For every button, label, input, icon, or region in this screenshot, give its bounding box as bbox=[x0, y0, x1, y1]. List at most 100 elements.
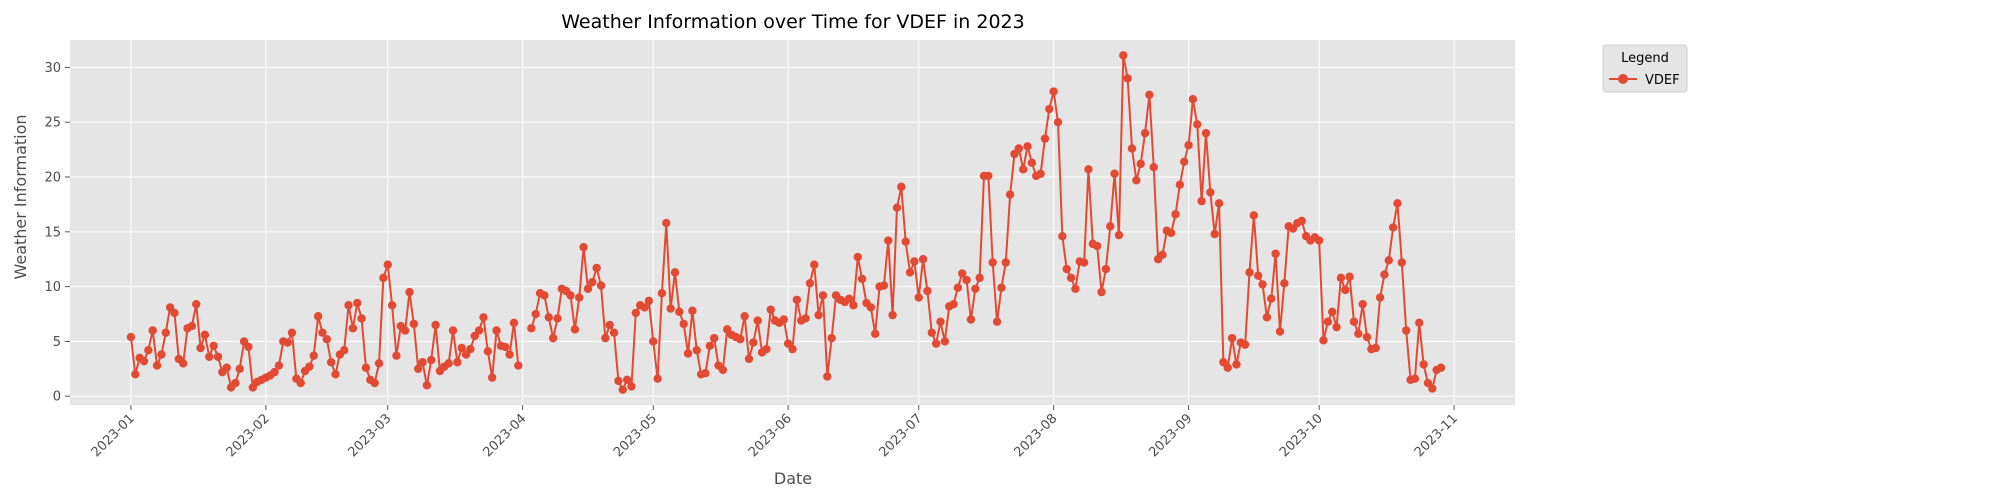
data-point bbox=[400, 326, 410, 335]
data-point bbox=[810, 260, 819, 269]
legend: Legend VDEF bbox=[1602, 44, 1688, 93]
data-point bbox=[709, 333, 719, 343]
data-point bbox=[1436, 363, 1446, 372]
data-point bbox=[196, 343, 205, 353]
data-point bbox=[1271, 249, 1280, 258]
data-point bbox=[1188, 94, 1198, 104]
data-point bbox=[762, 344, 771, 354]
data-point bbox=[827, 333, 836, 343]
data-point bbox=[1184, 141, 1193, 150]
data-point bbox=[1410, 374, 1420, 383]
data-point bbox=[927, 328, 936, 337]
data-point bbox=[1314, 236, 1324, 245]
data-point bbox=[1140, 128, 1150, 138]
data-point bbox=[1062, 264, 1071, 274]
data-point bbox=[1380, 270, 1389, 279]
y-tick-label: 15 bbox=[44, 225, 61, 240]
data-point bbox=[884, 236, 893, 245]
data-point bbox=[161, 328, 170, 337]
data-point bbox=[205, 352, 214, 361]
data-point bbox=[1245, 268, 1254, 277]
data-point bbox=[596, 281, 606, 290]
data-point bbox=[857, 274, 867, 284]
data-point bbox=[605, 320, 614, 330]
data-point bbox=[231, 378, 240, 388]
data-point bbox=[1132, 176, 1141, 185]
data-point bbox=[910, 257, 919, 266]
data-point bbox=[1258, 280, 1267, 289]
data-point bbox=[492, 326, 501, 335]
legend-title: Legend bbox=[1621, 51, 1669, 66]
y-axis: 0 5 10 15 20 25 30 bbox=[44, 61, 70, 405]
data-point bbox=[1040, 134, 1050, 143]
data-point bbox=[131, 370, 140, 379]
data-point bbox=[666, 304, 675, 313]
legend-entry-vdef: VDEF bbox=[1645, 73, 1680, 88]
data-point bbox=[805, 279, 815, 288]
data-point bbox=[975, 273, 984, 283]
data-point bbox=[1227, 333, 1237, 343]
data-point bbox=[1106, 222, 1115, 231]
data-point bbox=[718, 365, 728, 375]
data-point bbox=[287, 328, 297, 337]
data-point bbox=[392, 351, 401, 360]
data-point bbox=[740, 312, 749, 321]
data-point bbox=[357, 314, 366, 323]
data-point bbox=[370, 378, 379, 388]
data-point bbox=[1345, 272, 1354, 281]
y-tick-label: 5 bbox=[53, 335, 61, 350]
data-point bbox=[422, 381, 432, 390]
data-point bbox=[509, 318, 519, 327]
data-point bbox=[897, 182, 906, 192]
data-point bbox=[1018, 165, 1028, 174]
data-point bbox=[274, 361, 284, 370]
data-point bbox=[1084, 165, 1093, 174]
series-vdef bbox=[126, 51, 1446, 394]
data-point bbox=[1223, 363, 1232, 372]
data-point bbox=[200, 330, 210, 340]
data-point bbox=[866, 303, 876, 312]
data-point bbox=[744, 354, 754, 364]
data-point bbox=[653, 374, 662, 383]
data-point bbox=[1388, 223, 1398, 232]
data-point bbox=[627, 382, 636, 391]
data-point bbox=[1001, 258, 1010, 267]
data-point bbox=[1362, 332, 1372, 342]
data-point bbox=[379, 273, 388, 283]
data-point bbox=[992, 317, 1002, 326]
data-point bbox=[936, 317, 945, 326]
data-point bbox=[387, 301, 397, 310]
data-point bbox=[157, 350, 166, 359]
data-point bbox=[361, 363, 371, 372]
data-point bbox=[1332, 322, 1341, 332]
data-point bbox=[1119, 51, 1128, 60]
data-point bbox=[1101, 264, 1111, 274]
data-point bbox=[527, 324, 536, 333]
data-point bbox=[418, 358, 427, 367]
data-point bbox=[997, 283, 1006, 292]
data-point bbox=[1214, 199, 1224, 208]
data-point bbox=[640, 303, 649, 312]
data-point bbox=[905, 268, 915, 277]
data-point bbox=[879, 281, 889, 290]
data-point bbox=[1328, 307, 1337, 317]
data-point bbox=[688, 306, 697, 315]
data-point bbox=[126, 332, 136, 342]
data-point bbox=[1375, 293, 1385, 302]
data-point bbox=[901, 237, 910, 246]
data-point bbox=[566, 291, 575, 300]
data-point bbox=[588, 278, 597, 287]
x-axis-label: Date bbox=[774, 469, 812, 488]
data-point bbox=[1201, 128, 1211, 138]
data-point bbox=[792, 295, 802, 304]
data-point bbox=[701, 369, 710, 378]
data-point bbox=[1079, 258, 1089, 267]
data-point bbox=[457, 343, 466, 353]
data-point bbox=[192, 299, 201, 309]
y-tick-label: 10 bbox=[44, 280, 61, 295]
data-point bbox=[844, 294, 854, 303]
data-point bbox=[1066, 273, 1076, 283]
data-point bbox=[1210, 229, 1219, 239]
data-point bbox=[1110, 169, 1119, 178]
data-point bbox=[1166, 228, 1176, 238]
